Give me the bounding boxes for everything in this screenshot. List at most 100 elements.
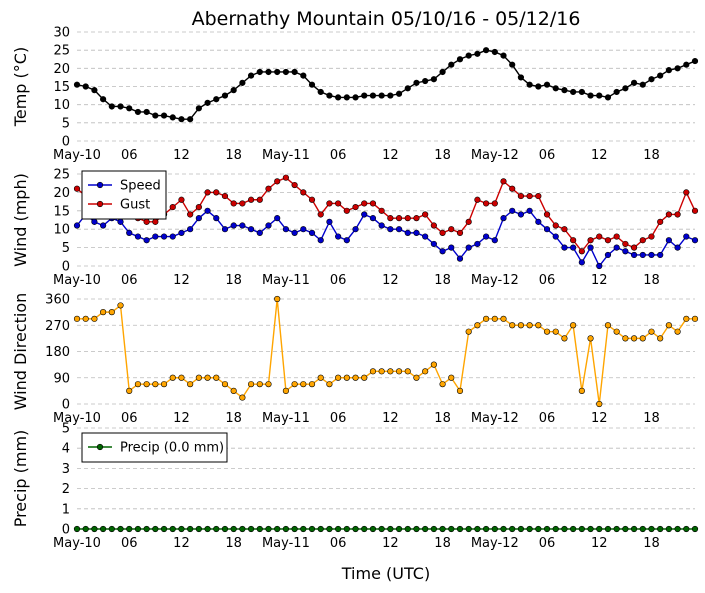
data-point <box>239 222 246 229</box>
data-point <box>691 57 699 65</box>
y-axis-label: Wind (mph) <box>11 173 30 267</box>
x-tick-label: 18 <box>643 148 660 163</box>
data-point <box>395 525 403 533</box>
data-point <box>596 92 603 99</box>
data-point <box>570 88 577 96</box>
data-point <box>178 116 185 123</box>
data-point <box>143 218 150 225</box>
data-point <box>517 322 525 329</box>
data-point <box>169 233 176 240</box>
data-point <box>361 200 368 207</box>
data-point <box>413 229 420 236</box>
data-point <box>352 525 359 533</box>
data-point <box>465 525 472 533</box>
panel-dir: 0 90 180 270 360 May-10 06 12 18 May-11 06 12 18 May-… <box>11 293 699 426</box>
data-point <box>335 374 342 381</box>
data-point <box>134 233 142 240</box>
data-point <box>387 92 394 99</box>
data-point <box>691 207 699 214</box>
data-point <box>343 94 350 101</box>
data-point <box>683 525 690 533</box>
data-point <box>395 368 403 375</box>
data-point <box>456 387 464 394</box>
data-point <box>247 196 255 203</box>
data-point <box>639 251 646 259</box>
data-point <box>683 189 690 196</box>
data-point <box>213 374 220 381</box>
y-tick-label: 15 <box>53 80 70 95</box>
x-tick-label: May-12 <box>471 411 519 426</box>
data-point <box>578 88 585 96</box>
data-point <box>82 315 89 322</box>
data-point <box>587 525 594 533</box>
x-tick-label: 12 <box>591 536 608 551</box>
data-point <box>509 61 516 68</box>
data-point <box>465 52 472 59</box>
data-point <box>335 200 342 207</box>
panel-wind: 0 5 10 15 20 25 May-10 06 12 18 May-11 06 12 18 May-12… <box>11 168 699 288</box>
data-point <box>308 229 316 236</box>
data-point <box>160 112 168 119</box>
data-point <box>422 77 429 85</box>
y-tick-label: 15 <box>53 204 70 219</box>
data-point <box>648 233 655 240</box>
y-tick-label: 10 <box>53 98 70 113</box>
data-point <box>256 525 263 533</box>
data-point <box>482 200 490 207</box>
data-point <box>578 387 585 394</box>
data-point <box>91 218 98 225</box>
data-point <box>622 240 629 248</box>
data-point <box>300 72 307 79</box>
data-point <box>465 328 472 335</box>
data-point <box>247 226 255 233</box>
data-point <box>630 335 638 342</box>
data-point <box>683 315 690 322</box>
data-point <box>604 94 612 101</box>
data-point <box>648 76 655 83</box>
y-axis-label: Temp (°C) <box>11 47 30 127</box>
data-point <box>561 226 568 233</box>
x-tick-label: 12 <box>591 273 608 288</box>
y-tick-label: 4 <box>62 442 70 457</box>
data-point <box>517 525 525 533</box>
data-point <box>239 79 246 86</box>
x-tick-label: 12 <box>591 148 608 163</box>
data-point <box>570 244 577 251</box>
data-point <box>335 233 342 240</box>
data-point <box>73 315 81 322</box>
data-point <box>509 525 516 533</box>
data-point <box>413 525 420 533</box>
y-tick-label: 5 <box>62 422 70 437</box>
data-point <box>274 68 281 76</box>
data-point <box>73 185 81 192</box>
data-point <box>143 108 150 116</box>
data-point <box>369 200 377 207</box>
data-point <box>361 374 368 381</box>
y-tick-label: 0 <box>62 398 70 413</box>
y-tick-label: 90 <box>53 371 70 386</box>
data-point <box>630 251 638 259</box>
data-point <box>282 226 290 233</box>
data-point <box>73 222 81 229</box>
data-point <box>622 248 629 255</box>
data-point <box>596 400 603 408</box>
data-point <box>361 211 368 218</box>
data-point <box>404 525 411 533</box>
y-tick-label: 2 <box>62 482 70 497</box>
data-point <box>439 68 446 76</box>
data-point <box>474 525 481 533</box>
data-point <box>578 248 585 255</box>
y-tick-label: 3 <box>62 462 70 477</box>
x-tick-label: 06 <box>121 411 138 426</box>
y-tick-label: 360 <box>45 293 70 308</box>
data-point <box>439 229 446 236</box>
x-tick-label: May-12 <box>471 148 519 163</box>
data-point <box>674 244 681 251</box>
data-point <box>317 525 324 533</box>
data-point <box>152 233 159 240</box>
data-point <box>247 381 255 388</box>
data-point <box>448 244 455 251</box>
x-axis-label: Time (UTC) <box>341 564 430 583</box>
